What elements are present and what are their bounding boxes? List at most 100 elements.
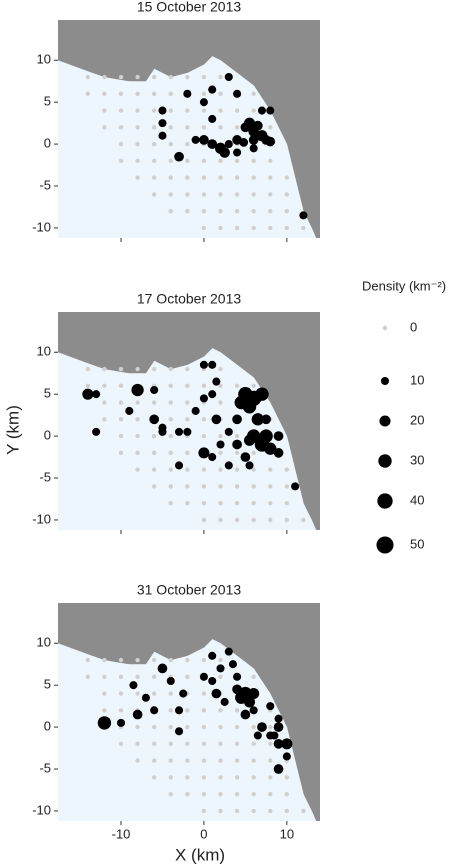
density-point <box>245 461 254 470</box>
zero-density-point <box>218 208 223 214</box>
density-point <box>208 360 217 369</box>
zero-density-point <box>218 467 223 472</box>
zero-density-point <box>151 141 157 147</box>
y-tick-label: -10 <box>32 511 51 526</box>
density-point <box>240 452 251 462</box>
zero-density-point <box>201 691 207 696</box>
zero-density-point <box>118 383 124 388</box>
zero-density-point <box>218 741 223 747</box>
zero-density-point <box>234 175 240 180</box>
zero-density-point <box>185 192 190 197</box>
zero-density-point <box>185 208 190 214</box>
density-point <box>239 138 249 147</box>
density-point <box>198 447 210 459</box>
zero-density-point <box>185 657 190 663</box>
y-tick-label: -10 <box>32 802 51 817</box>
zero-density-point <box>185 175 190 180</box>
zero-density-point <box>168 192 173 197</box>
zero-density-point <box>151 484 157 489</box>
zero-density-point <box>218 225 223 231</box>
zero-density-point <box>218 500 223 506</box>
zero-density-point <box>201 225 207 231</box>
zero-density-point <box>251 758 256 763</box>
zero-density-point <box>135 400 140 405</box>
zero-density-point <box>201 417 207 422</box>
zero-density-point <box>201 91 207 96</box>
zero-density-point <box>201 467 207 472</box>
zero-density-point <box>118 141 124 147</box>
zero-density-point <box>151 724 157 730</box>
zero-density-point <box>201 175 207 180</box>
zero-density-point <box>85 657 91 663</box>
zero-density-point <box>185 366 190 372</box>
zero-density-point <box>218 808 223 814</box>
zero-density-point <box>85 91 91 96</box>
zero-density-point <box>151 775 157 780</box>
zero-density-point <box>268 225 273 231</box>
density-point <box>232 439 242 450</box>
zero-density-point <box>218 433 223 439</box>
zero-density-point <box>268 175 273 180</box>
zero-density-point <box>268 208 273 214</box>
zero-density-point <box>151 175 157 180</box>
density-point <box>291 482 300 491</box>
density-point <box>216 664 225 673</box>
density-point <box>249 706 258 715</box>
zero-density-point <box>102 74 107 80</box>
zero-density-point <box>284 484 290 489</box>
zero-density-point <box>268 125 273 130</box>
zero-density-point <box>135 141 140 147</box>
zero-density-point <box>102 383 107 388</box>
legend-label: 0 <box>410 319 417 334</box>
zero-density-point <box>251 484 256 489</box>
zero-density-point <box>135 450 140 456</box>
zero-density-point <box>218 366 223 372</box>
zero-density-point <box>201 125 207 130</box>
zero-density-point <box>251 791 256 797</box>
density-point <box>232 414 242 425</box>
zero-density-point <box>168 91 173 96</box>
zero-density-point <box>151 691 157 696</box>
density-point <box>141 693 150 702</box>
points <box>85 647 306 814</box>
zero-density-point <box>102 657 107 663</box>
zero-density-point <box>185 758 190 763</box>
zero-density-point <box>118 708 124 713</box>
zero-density-point <box>268 517 273 523</box>
y-tick-label: -5 <box>39 760 51 775</box>
points <box>82 360 306 523</box>
density-point <box>248 688 260 700</box>
zero-density-point <box>135 724 140 730</box>
density-point <box>116 718 126 727</box>
zero-density-point <box>118 91 124 96</box>
density-point <box>257 722 267 732</box>
y-tick-label: 0 <box>44 719 51 734</box>
zero-density-point <box>234 208 240 214</box>
zero-density-point <box>284 775 290 780</box>
zero-density-point <box>201 775 207 780</box>
zero-density-point <box>201 741 207 747</box>
zero-density-point <box>151 758 157 763</box>
zero-density-point <box>135 467 140 472</box>
zero-density-point <box>218 484 223 489</box>
density-point <box>175 461 184 470</box>
zero-density-point <box>201 484 207 489</box>
zero-density-point <box>268 741 273 747</box>
y-tick-label: -10 <box>32 219 51 234</box>
zero-density-point <box>168 467 173 472</box>
zero-density-point <box>268 500 273 506</box>
density-point <box>199 135 209 145</box>
zero-density-point <box>185 775 190 780</box>
density-point <box>266 106 275 115</box>
zero-density-point <box>118 657 124 663</box>
density-point <box>158 427 167 436</box>
density-point <box>212 377 221 386</box>
zero-density-point <box>85 383 91 388</box>
zero-density-point <box>218 450 223 456</box>
zero-density-point <box>251 175 256 180</box>
x-tick-label: 10 <box>280 826 294 841</box>
legend-symbol <box>377 493 393 509</box>
zero-density-point <box>234 758 240 763</box>
zero-density-point <box>168 125 173 130</box>
